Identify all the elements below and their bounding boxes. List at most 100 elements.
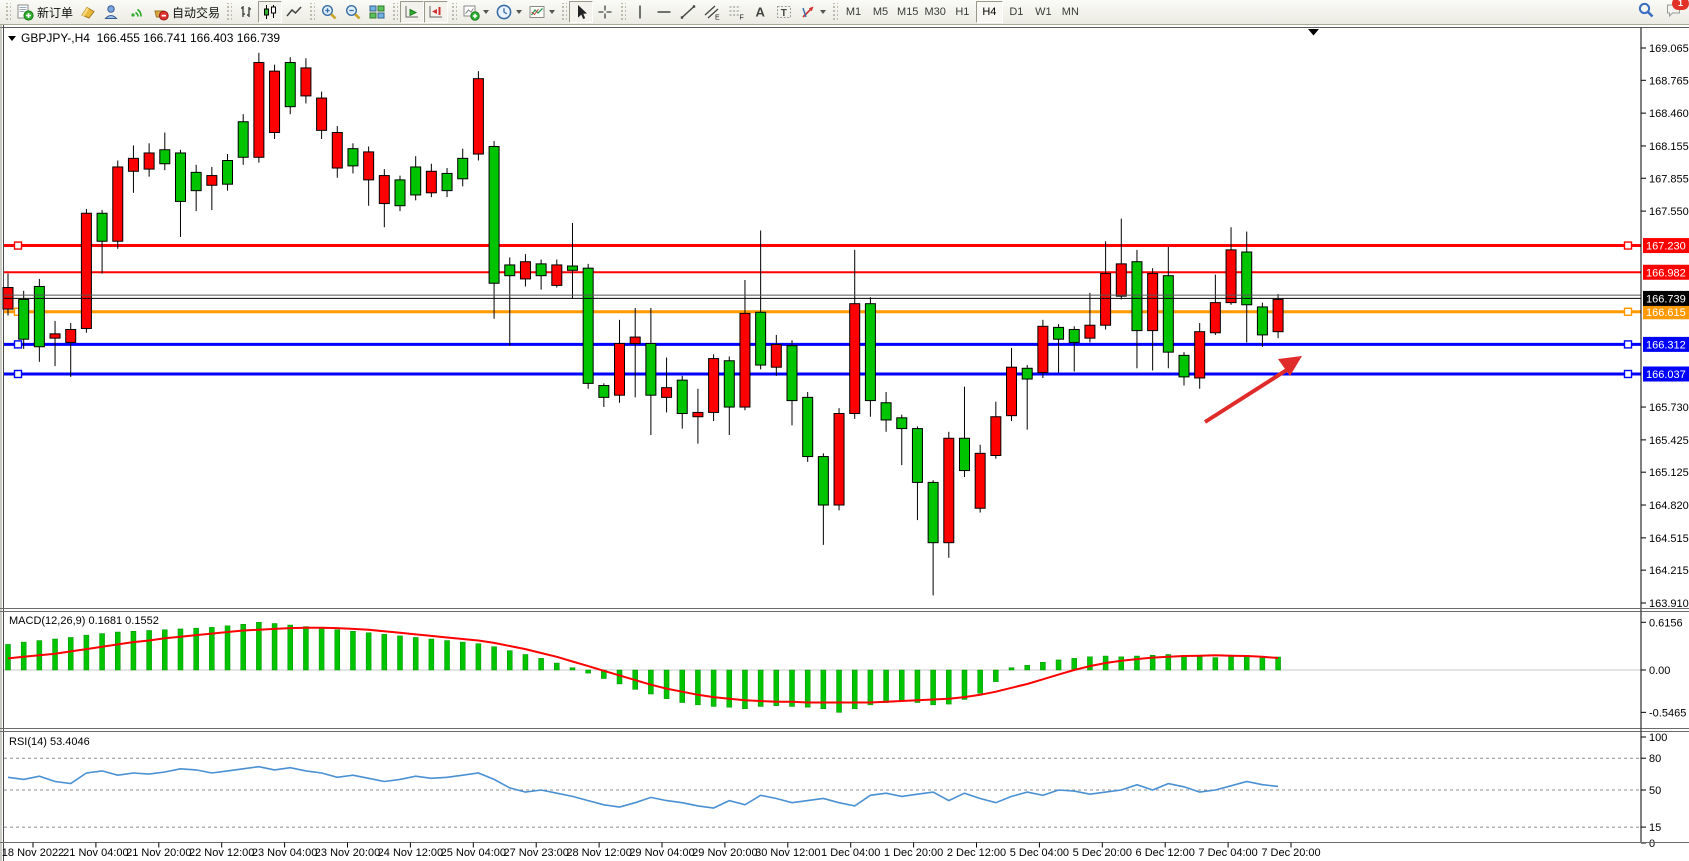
macd-histogram-bar xyxy=(946,669,952,705)
crosshair-button[interactable] xyxy=(593,1,617,23)
tf-h1-button[interactable]: H1 xyxy=(949,1,976,23)
new-order-button[interactable]: 新订单 xyxy=(13,1,76,23)
candle-body xyxy=(645,343,657,396)
arrows-button[interactable] xyxy=(796,1,829,23)
text-a-icon: A xyxy=(756,5,766,20)
charts-button[interactable] xyxy=(76,1,100,23)
horizontal-line-button[interactable] xyxy=(652,1,676,23)
template-icon xyxy=(529,6,545,18)
candle-body xyxy=(614,343,626,396)
periods-button[interactable] xyxy=(492,1,525,23)
tf-w1-button[interactable]: W1 xyxy=(1030,1,1057,23)
annotation-arrow-head[interactable] xyxy=(1278,356,1302,376)
market-watch-button[interactable] xyxy=(100,1,124,23)
tf-d1-button[interactable]: D1 xyxy=(1003,1,1030,23)
new-chart-button[interactable] xyxy=(459,1,492,23)
dropdown-caret-icon[interactable] xyxy=(820,10,827,14)
macd-histogram-bar xyxy=(177,628,184,671)
tile-windows-icon xyxy=(369,5,385,19)
toolbar-group-0: 新订单 自动交易 xyxy=(13,0,223,25)
tf-m1-button[interactable]: M1 xyxy=(840,1,867,23)
time-tick-label: 24 Nov 12:00 xyxy=(378,847,443,859)
zoom-out-button[interactable] xyxy=(341,1,365,23)
candle-body xyxy=(316,97,328,131)
hline-price-box xyxy=(1643,336,1689,352)
toolbar-grip[interactable] xyxy=(308,3,316,21)
macd-histogram-bar xyxy=(1149,655,1156,671)
time-tick-label: 21 Nov 20:00 xyxy=(126,847,191,859)
trendline-button[interactable] xyxy=(676,1,700,23)
macd-histogram-bar xyxy=(1008,667,1015,671)
hline-167.230-handle-right[interactable] xyxy=(1623,241,1633,250)
hline-167.230-handle-left[interactable] xyxy=(13,241,23,250)
toolbar-grip[interactable] xyxy=(560,3,568,21)
tf-mn-button[interactable]: MN xyxy=(1057,1,1084,23)
auto-scroll-button[interactable] xyxy=(400,1,425,23)
hline-166.312-handle-left[interactable] xyxy=(13,340,23,349)
signals-button[interactable] xyxy=(124,1,148,23)
candlestick-mode-button[interactable] xyxy=(258,1,283,23)
chart-shift-button[interactable] xyxy=(424,1,449,23)
toolbar-grip[interactable] xyxy=(831,3,839,21)
tf-m30-button[interactable]: M30 xyxy=(921,1,948,23)
dropdown-caret-icon[interactable] xyxy=(549,10,556,14)
candle-body xyxy=(739,312,751,408)
vertical-line-button[interactable] xyxy=(628,1,652,23)
macd-histogram-bar xyxy=(240,624,246,671)
candle-body xyxy=(692,411,704,418)
rsi-tick-label: 0 xyxy=(1649,838,1655,850)
candle-body xyxy=(990,416,1002,456)
toolbar-grip[interactable] xyxy=(450,3,458,21)
tf-mn-button-label: MN xyxy=(1061,6,1079,18)
candle-body xyxy=(174,152,186,202)
hline-166.312-handle-right[interactable] xyxy=(1623,340,1633,349)
toolbar-grip[interactable] xyxy=(391,3,399,21)
candle-body xyxy=(676,379,688,415)
h-line-icon xyxy=(657,11,671,13)
candle-body xyxy=(18,298,30,340)
macd-histogram-bar xyxy=(162,629,168,671)
toolbar-grip[interactable] xyxy=(225,3,233,21)
zoom-in-button[interactable] xyxy=(317,1,341,23)
candle-body xyxy=(958,437,970,472)
macd-histogram-bar xyxy=(1118,656,1125,671)
tile-windows-button[interactable] xyxy=(365,1,389,23)
text-label-button[interactable]: T xyxy=(772,1,796,23)
price-tick-label: 165.425 xyxy=(1649,435,1689,447)
macd-histogram-bar xyxy=(867,669,874,706)
tf-m15-button[interactable]: M15 xyxy=(894,1,921,23)
hline-166.037-handle-right[interactable] xyxy=(1623,369,1633,379)
text-label-icon: T xyxy=(777,6,792,19)
bar-chart-mode-button[interactable] xyxy=(234,1,258,23)
cursor-button[interactable] xyxy=(569,1,594,23)
equidistant-channel-button[interactable]: E xyxy=(700,1,724,23)
chart-canvas[interactable]: 169.065 168.765 168.460 168.155 167.855 167.5… xyxy=(0,25,1689,861)
annotation-arrow[interactable] xyxy=(1203,364,1295,424)
toolbar: 新订单 自动交易 E F A T M1 M5 M15 M30 H1 H4 D1 W1 MN 1 xyxy=(0,0,1689,25)
hline-166.037-handle-left[interactable] xyxy=(13,369,23,379)
dropdown-caret-icon[interactable] xyxy=(516,10,523,14)
hline-price-box xyxy=(1643,264,1689,280)
fibonacci-icon: F xyxy=(729,6,744,21)
tf-h4-button[interactable]: H4 xyxy=(975,1,1003,23)
candle-body xyxy=(1068,329,1080,343)
shapes-icon xyxy=(802,6,814,18)
hline-166.615-handle-right[interactable] xyxy=(1623,307,1633,316)
templates-button[interactable] xyxy=(525,1,558,23)
toolbar-grip[interactable] xyxy=(619,3,627,21)
notifications-button[interactable]: 1 xyxy=(1665,0,1689,24)
price-tick-label: 163.910 xyxy=(1649,598,1689,610)
line-chart-mode-button[interactable] xyxy=(282,1,306,23)
auto-trading-button[interactable]: 自动交易 xyxy=(148,1,223,23)
dropdown-caret-icon[interactable] xyxy=(483,10,490,14)
toolbar-grip[interactable] xyxy=(4,3,11,21)
chart-end-marker-icon[interactable] xyxy=(1308,29,1319,36)
search-button[interactable] xyxy=(1637,1,1655,24)
fibonacci-button[interactable]: F xyxy=(724,1,748,23)
text-button[interactable]: A xyxy=(748,1,772,23)
zoom-in-icon xyxy=(322,4,337,20)
macd-histogram-bar xyxy=(99,633,105,671)
tf-m5-button-label: M5 xyxy=(872,6,889,18)
time-tick-label: 27 Nov 23:00 xyxy=(503,847,568,859)
tf-m5-button[interactable]: M5 xyxy=(867,1,894,23)
